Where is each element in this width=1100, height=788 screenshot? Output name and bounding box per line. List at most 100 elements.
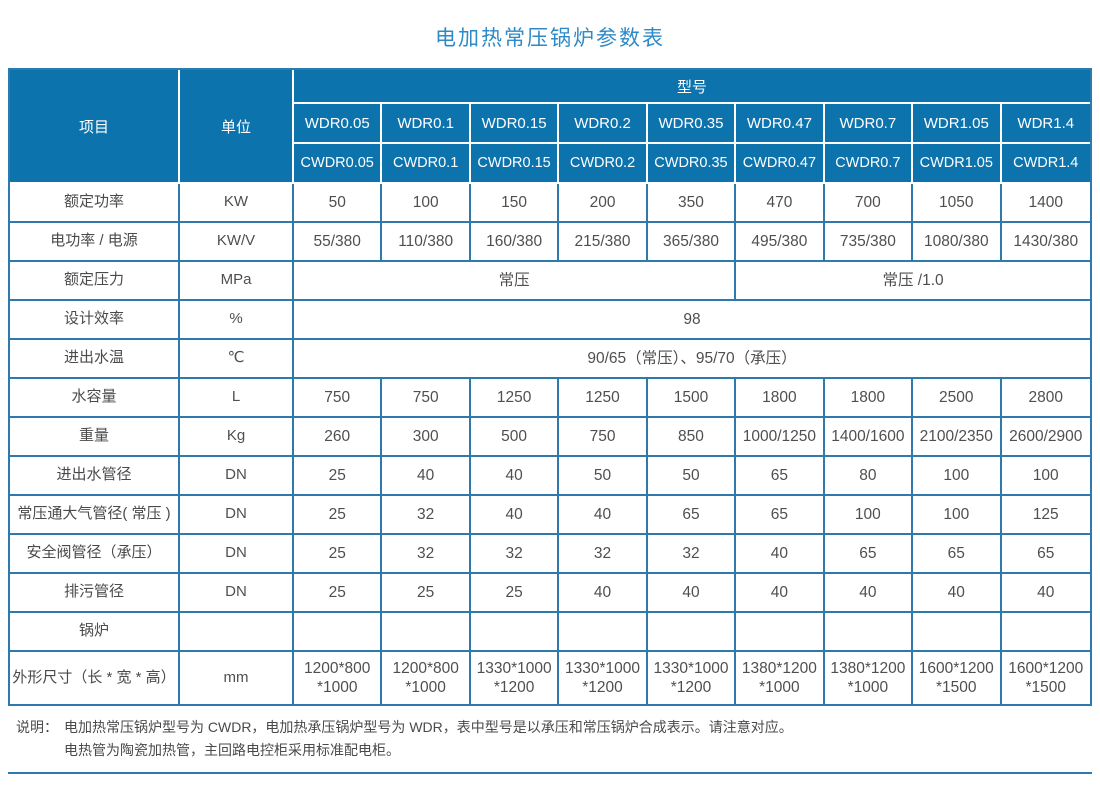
row-unit: DN: [180, 457, 294, 496]
value-cell: 500: [470, 418, 560, 457]
value-cell: 160/380: [470, 223, 560, 262]
row-label: 水容量: [10, 379, 180, 418]
value-cell: 100: [1001, 457, 1090, 496]
row-unit: DN: [180, 535, 294, 574]
page-title: 电加热常压锅炉参数表: [435, 27, 665, 50]
row-label: 额定压力: [10, 262, 180, 301]
row-label: 额定功率: [10, 184, 180, 223]
table-row: 常压通大气管径( 常压 ) DN 25 32 40 40 65 65 100 100 125: [10, 496, 1090, 535]
model-header-wdr: WDR1.4: [1001, 104, 1090, 144]
table-row: 安全阀管径（承压） DN 25 32 32 32 32 40 65 65 65: [10, 535, 1090, 574]
table-header: 项目 单位 型号 WDR0.05 WDR0.1 WDR0.15 WDR0.2 WDR0.…: [10, 70, 1090, 184]
value-cell: 350: [647, 184, 737, 223]
model-row-cwdr: CWDR0.05 CWDR0.1 CWDR0.15 CWDR0.2 CWDR0.35 CW…: [10, 144, 1090, 184]
value-cell: [470, 613, 560, 652]
value-cell: 365/380: [647, 223, 737, 262]
row-unit: [180, 613, 294, 652]
value-cell: 2100/2350: [913, 418, 1002, 457]
table-row: 电功率 / 电源 KW/V 55/380 110/380 160/380 215/380 3…: [10, 223, 1090, 262]
row-unit: KW/V: [180, 223, 294, 262]
value-cell: 1430/380: [1001, 223, 1090, 262]
value-cell: [294, 613, 383, 652]
value-cell: 1050: [913, 184, 1002, 223]
value-cell: 25: [470, 574, 560, 613]
value-cell: 1330*1000 *1200: [559, 652, 648, 704]
value-cell: [1001, 613, 1090, 652]
value-cell: 40: [382, 457, 471, 496]
value-cell: 65: [1001, 535, 1090, 574]
model-header-wdr: WDR0.1: [382, 104, 471, 144]
value-cell: 40: [559, 574, 648, 613]
row-unit: Kg: [180, 418, 294, 457]
value-cell: 1250: [559, 379, 648, 418]
value-cell: 40: [470, 457, 560, 496]
model-header-cwdr: CWDR0.47: [736, 144, 825, 184]
value-cell: 1600*1200 *1500: [1008, 659, 1084, 696]
header-row-top: 项目 单位 型号: [10, 70, 1090, 184]
row-label: 进出水管径: [10, 457, 180, 496]
value-cell: 50: [647, 457, 737, 496]
value-cell: 1500: [647, 379, 737, 418]
row-label: 重量: [10, 418, 180, 457]
table-row: 排污管径 DN 25 25 25 40 40 40 40 40 40: [10, 574, 1090, 613]
row-label: 锅炉: [10, 613, 180, 652]
value-cell: 300: [382, 418, 471, 457]
row-unit: DN: [180, 574, 294, 613]
boiler-parameter-table: 项目 单位 型号 WDR0.05 WDR0.1 WDR0.15 WDR0.2 WDR0.…: [8, 68, 1092, 706]
row-unit: mm: [180, 652, 294, 704]
value-cell: 1600*1200 *1500: [913, 652, 1002, 704]
table-body: 额定功率 KW 50 100 150 200 350 470 700 1050 1400 电功率 / …: [10, 184, 1090, 704]
value-cell: 750: [559, 418, 648, 457]
row-unit: KW: [180, 184, 294, 223]
value-cell: 1200*800 *1000: [382, 652, 471, 704]
value-cell: 40: [736, 535, 825, 574]
value-cell: [824, 613, 914, 652]
row-label: 电功率 / 电源: [10, 223, 180, 262]
note-line-1: 电加热常压锅炉型号为 CWDR，电加热承压锅炉型号为 WDR，表中型号是以承压和…: [64, 719, 793, 735]
model-header-cwdr: CWDR0.7: [824, 144, 914, 184]
value-cell: 55/380: [294, 223, 383, 262]
value-cell: 735/380: [824, 223, 914, 262]
value-cell: 470: [736, 184, 825, 223]
value-cell: 40: [647, 574, 737, 613]
value-cell: 200: [559, 184, 648, 223]
value-cell: 65: [736, 496, 825, 535]
value-cell: 1000/1250: [736, 418, 825, 457]
value-cell: 25: [294, 574, 383, 613]
model-header-wdr: WDR0.05: [294, 104, 383, 144]
value-cell: 750: [294, 379, 383, 418]
table-row: 额定功率 KW 50 100 150 200 350 470 700 1050 1400: [10, 184, 1090, 223]
merged-value-cell: 90/65（常压）、95/70（承压）: [294, 340, 1090, 379]
value-cell: 65: [736, 457, 825, 496]
row-unit: DN: [180, 496, 294, 535]
model-header-cwdr: CWDR0.35: [647, 144, 737, 184]
value-cell: 32: [382, 496, 471, 535]
value-cell: 65: [824, 535, 914, 574]
column-header-item: 项目: [10, 70, 180, 184]
table-row: 进出水温 ℃ 90/65（常压）、95/70（承压）: [10, 340, 1090, 379]
value-cell: [559, 613, 648, 652]
column-header-unit: 单位: [180, 70, 294, 184]
model-header-wdr: WDR0.15: [470, 104, 560, 144]
row-unit: ℃: [180, 340, 294, 379]
value-cell: 150: [470, 184, 560, 223]
table-row: 锅炉: [10, 613, 1090, 652]
value-cell: 1330*1000 *1200: [471, 652, 560, 704]
model-header-wdr: WDR1.05: [913, 104, 1002, 144]
table-row: 进出水管径 DN 25 40 40 50 50 65 80 100 100: [10, 457, 1090, 496]
note: 说明： 电加热常压锅炉型号为 CWDR，电加热承压锅炉型号为 WDR，表中型号是…: [8, 706, 1092, 762]
value-cell: 1200*800 *1000: [294, 652, 383, 704]
model-header-wdr: WDR0.7: [824, 104, 914, 144]
model-row-wdr: WDR0.05 WDR0.1 WDR0.15 WDR0.2 WDR0.35 WDR0.47…: [10, 104, 1090, 144]
table-row: 水容量 L 750 750 1250 1250 1500 1800 1800 2500 2800: [10, 379, 1090, 418]
value-cell: 700: [824, 184, 914, 223]
value-cell: 40: [470, 496, 560, 535]
value-cell: 1380*1200 *1000: [736, 652, 825, 704]
value-cell: 125: [1001, 496, 1090, 535]
row-unit: %: [180, 301, 294, 340]
value-cell: 215/380: [559, 223, 648, 262]
row-label: 外形尺寸（长 * 宽 * 高）: [10, 652, 180, 704]
value-cell: 65: [647, 496, 737, 535]
note-label: 说明：: [16, 719, 58, 735]
